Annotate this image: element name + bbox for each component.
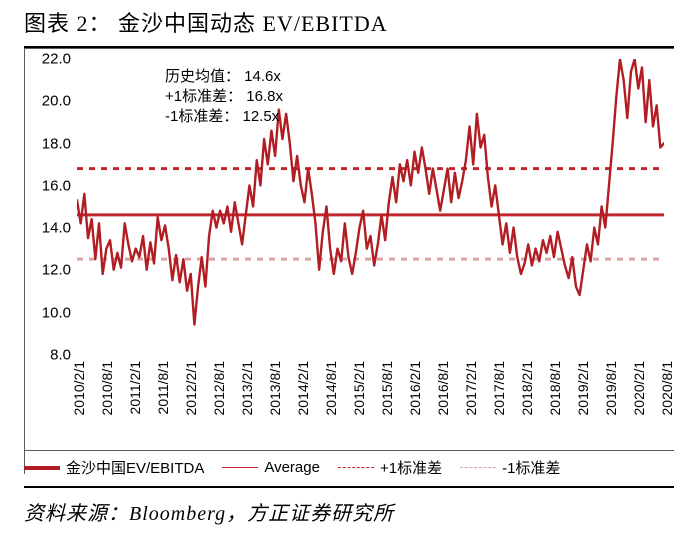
legend-item: +1标准差 (338, 457, 442, 478)
x-tick-label: 2018/8/1 (547, 361, 563, 416)
x-tick-label: 2018/2/1 (519, 361, 535, 416)
x-tick-label: 2017/8/1 (491, 361, 507, 416)
x-tick-label: 2011/2/1 (127, 361, 143, 414)
legend-swatch (338, 467, 374, 468)
y-tick-label: 18.0 (25, 135, 71, 152)
legend-label: +1标准差 (380, 457, 442, 478)
x-tick-label: 2020/8/1 (659, 361, 675, 416)
x-tick-label: 2019/2/1 (575, 361, 591, 416)
legend-item: 金沙中国EV/EBITDA (24, 457, 204, 478)
x-tick-label: 2014/2/1 (295, 361, 311, 416)
x-tick-label: 2011/8/1 (155, 361, 171, 414)
figure-title-row: 图表 2： 金沙中国动态 EV/EBITDA (24, 6, 674, 48)
x-tick-label: 2015/2/1 (351, 361, 367, 416)
legend-swatch (460, 467, 496, 468)
y-tick-label: 20.0 (25, 93, 71, 110)
legend-item: Average (222, 459, 320, 476)
figure-title: 金沙中国动态 EV/EBITDA (118, 11, 388, 36)
legend: 金沙中国EV/EBITDA Average +1标准差 -1标准差 (24, 450, 674, 488)
x-tick-label: 2010/8/1 (99, 361, 115, 416)
legend-label: Average (264, 459, 320, 476)
annotation-box: 历史均值： 14.6x +1标准差： 16.8x -1标准差： 12.5x (165, 67, 283, 127)
source-line: 资料来源：Bloomberg，方正证券研究所 (24, 497, 394, 526)
x-tick-label: 2016/8/1 (435, 361, 451, 416)
legend-swatch (24, 466, 60, 470)
chart-container: 历史均值： 14.6x +1标准差： 16.8x -1标准差： 12.5x 8.… (24, 48, 674, 474)
figure-label: 图表 2： (24, 11, 112, 36)
x-tick-label: 2014/8/1 (323, 361, 339, 416)
y-tick-label: 12.0 (25, 262, 71, 279)
x-tick-label: 2013/8/1 (267, 361, 283, 416)
y-tick-label: 14.0 (25, 220, 71, 237)
legend-label: -1标准差 (502, 457, 560, 478)
y-tick-label: 8.0 (25, 347, 71, 364)
x-tick-label: 2019/8/1 (603, 361, 619, 416)
legend-swatch (222, 467, 258, 468)
x-tick-label: 2012/2/1 (183, 361, 199, 416)
x-tick-label: 2013/2/1 (239, 361, 255, 416)
legend-item: -1标准差 (460, 457, 560, 478)
figure: 图表 2： 金沙中国动态 EV/EBITDA 历史均值： 14.6x +1标准差… (0, 0, 698, 534)
legend-label: 金沙中国EV/EBITDA (66, 457, 204, 478)
x-tick-label: 2017/2/1 (463, 361, 479, 416)
x-tick-label: 2012/8/1 (211, 361, 227, 416)
y-tick-label: 16.0 (25, 177, 71, 194)
y-tick-label: 10.0 (25, 304, 71, 321)
x-tick-label: 2015/8/1 (379, 361, 395, 416)
x-tick-label: 2010/2/1 (71, 361, 87, 416)
y-tick-label: 22.0 (25, 51, 71, 68)
x-tick-label: 2016/2/1 (407, 361, 423, 416)
x-tick-label: 2020/2/1 (631, 361, 647, 416)
plot-area: 历史均值： 14.6x +1标准差： 16.8x -1标准差： 12.5x (77, 59, 664, 354)
